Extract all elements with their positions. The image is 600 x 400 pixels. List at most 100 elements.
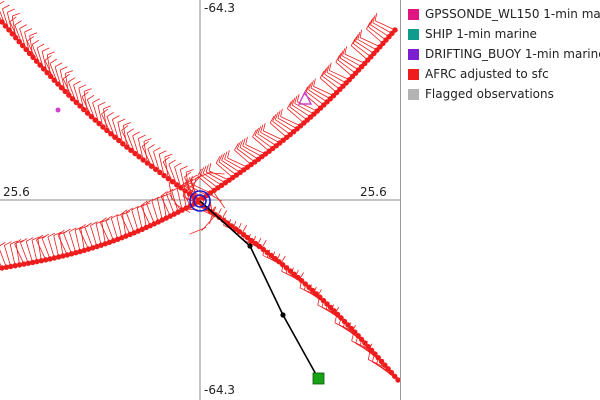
- wind-barb-flag: [223, 217, 226, 226]
- wind-barb-flag: [257, 126, 262, 134]
- observation-point: [2, 23, 9, 29]
- observation-point: [47, 256, 53, 262]
- wind-barb-flag: [180, 165, 188, 170]
- observation-point: [159, 217, 165, 223]
- wind-barb: [366, 28, 384, 44]
- wind-barb: [294, 103, 315, 115]
- wind-barb-flag: [14, 20, 22, 26]
- wind-barb-flag: [355, 335, 359, 344]
- wind-barb: [0, 10, 6, 27]
- wind-barb-flag: [31, 39, 40, 45]
- legend-swatch-drifting-buoy: [408, 48, 419, 60]
- legend-item-drifting-buoy[interactable]: DRIFTING_BUOY 1-min marine: [408, 44, 600, 64]
- wind-barb: [68, 231, 77, 253]
- observation-point: [8, 263, 14, 270]
- wind-barb: [215, 162, 234, 178]
- observation-point: [139, 226, 145, 232]
- observation-point: [362, 340, 368, 346]
- wind-barb-flag: [286, 101, 292, 109]
- wind-barb-flag: [111, 214, 119, 219]
- wind-barb-flag: [305, 84, 311, 92]
- observation-point: [120, 141, 126, 147]
- wind-barb: [0, 249, 7, 268]
- wind-barb: [90, 225, 98, 247]
- wind-barb: [335, 61, 353, 77]
- wind-barb: [245, 144, 266, 155]
- wind-barb: [306, 91, 325, 106]
- wind-barb-flag: [57, 229, 65, 236]
- observation-point: [358, 336, 365, 343]
- wind-barb: [151, 200, 159, 223]
- wind-barb-flag: [236, 141, 241, 149]
- wind-barb: [9, 21, 20, 42]
- observation-point: [64, 252, 70, 258]
- wind-barb-flag: [9, 16, 17, 23]
- observation-point: [42, 257, 49, 263]
- wind-barb: [205, 171, 226, 184]
- wind-barb-flag: [87, 94, 95, 100]
- wind-barb-flag: [337, 52, 342, 61]
- wind-barb: [81, 96, 92, 117]
- legend-swatch-afrc: [408, 68, 419, 80]
- wind-barb-flag: [199, 167, 205, 175]
- wind-barb: [236, 148, 255, 163]
- wind-barb: [49, 63, 59, 85]
- wind-barb-flag: [285, 265, 289, 274]
- wind-barb-flag: [355, 33, 359, 42]
- wind-barb-flag: [351, 333, 354, 342]
- wind-barb: [280, 116, 301, 127]
- wind-barb-flag: [342, 48, 346, 57]
- wind-barb-flag: [27, 36, 34, 42]
- wind-barb: [24, 31, 30, 54]
- observation-point: [143, 224, 149, 231]
- wind-barb-flag: [368, 19, 373, 28]
- wind-barb-flag: [372, 14, 376, 23]
- wind-barb: [287, 108, 305, 124]
- wind-barb: [242, 145, 263, 158]
- wind-barb: [101, 113, 112, 134]
- wind-barb: [25, 241, 34, 263]
- wind-barb-flag: [143, 138, 152, 142]
- wind-barb: [357, 39, 378, 51]
- legend-item-flagged[interactable]: Flagged observations: [408, 84, 600, 104]
- wind-barb: [222, 217, 240, 233]
- observation-point: [155, 219, 161, 225]
- wind-barb: [78, 88, 85, 110]
- wind-barb: [121, 130, 132, 151]
- wind-barb-flag: [112, 115, 120, 120]
- wind-barb-flag: [105, 215, 113, 221]
- wind-barb: [329, 70, 350, 81]
- wind-barb: [206, 172, 225, 175]
- wind-barb: [326, 71, 347, 84]
- wind-barb: [317, 296, 335, 312]
- wind-barb: [137, 138, 144, 161]
- wind-barb: [322, 75, 341, 90]
- wind-barb-flag: [146, 198, 154, 204]
- legend-item-gpssonde[interactable]: GPSSONDE_WL150 1-min mar: [408, 4, 600, 24]
- legend-item-afrc[interactable]: AFRC adjusted to sfc: [408, 64, 600, 84]
- wind-barb: [14, 24, 24, 46]
- observation-point: [38, 258, 45, 264]
- map-plot-area[interactable]: -64.3 -64.3 25.6 25.6: [0, 0, 401, 400]
- wind-barb: [224, 158, 244, 171]
- wind-barb-flag: [239, 139, 244, 148]
- wind-barb-flag: [294, 269, 299, 278]
- wind-barb: [140, 205, 151, 226]
- wind-barb-flag: [160, 191, 168, 197]
- observation-point: [161, 172, 167, 179]
- legend-item-ship[interactable]: SHIP 1-min marine: [408, 24, 600, 44]
- wind-barb-flag: [92, 98, 100, 103]
- wind-barb-flag: [321, 68, 327, 77]
- wind-barb: [200, 174, 219, 189]
- wind-barb: [92, 102, 100, 124]
- wind-barb: [242, 231, 260, 247]
- wind-barb: [359, 37, 381, 48]
- wind-barb: [380, 366, 399, 381]
- wind-barb-flag: [317, 297, 320, 306]
- wind-barb-flag: [208, 163, 212, 171]
- wind-barb: [281, 262, 299, 278]
- wind-barb: [36, 47, 44, 69]
- wind-barb-flag: [2, 4, 10, 10]
- wind-barb-flag: [68, 77, 76, 83]
- observation-map[interactable]: [0, 0, 400, 400]
